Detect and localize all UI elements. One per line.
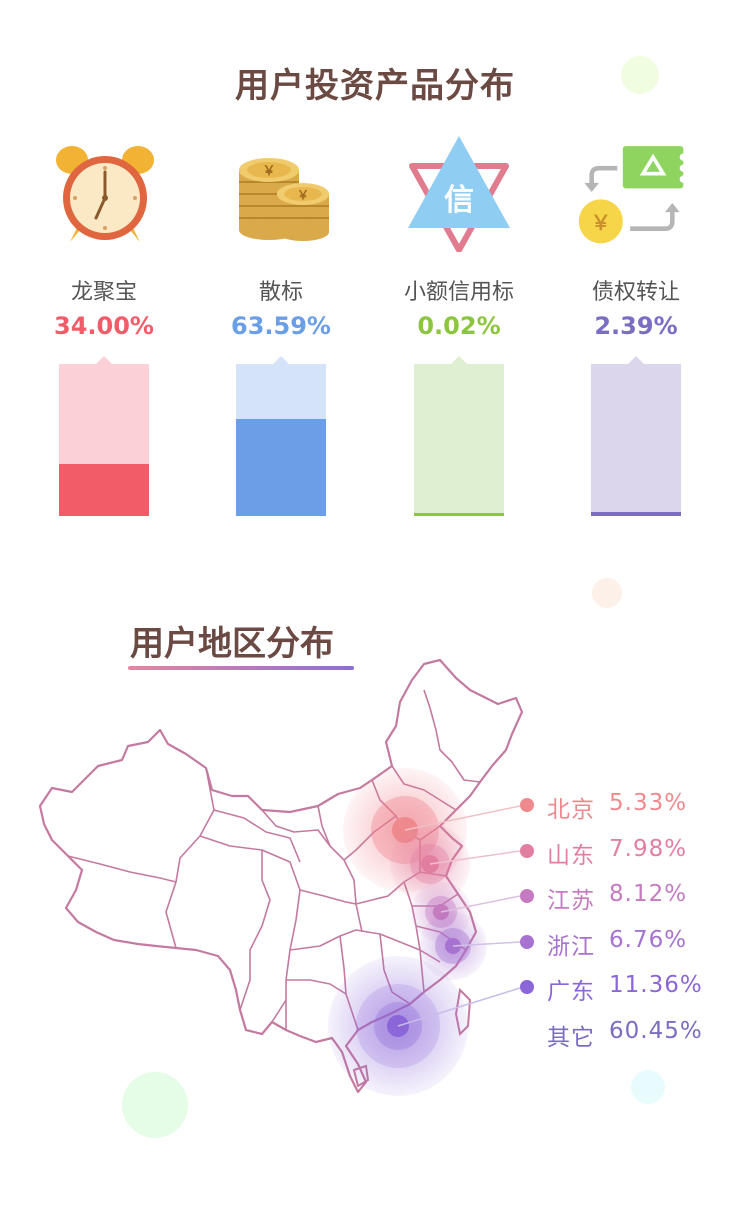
decor-dot — [592, 578, 622, 608]
legend-region-name: 山东 — [547, 843, 595, 869]
coin-symbol: ￥ — [297, 188, 309, 202]
legend-region-name: 广东 — [547, 979, 595, 1005]
alarm-clock-icon — [56, 146, 154, 242]
legend-region-value: 8.12% — [609, 881, 688, 907]
section-title-products: 用户投资产品分布 — [235, 66, 515, 106]
credit-symbol: 信 — [444, 183, 474, 218]
legend-dot — [520, 889, 534, 903]
bar-track — [591, 356, 681, 516]
section-title-regions: 用户地区分布 — [130, 624, 334, 664]
category-label: 龙聚宝 — [70, 280, 137, 305]
title-underline — [128, 666, 354, 670]
coin-symbol: ￥ — [262, 164, 275, 179]
legend-region-name: 浙江 — [547, 934, 595, 960]
value-label: 63.59% — [231, 312, 331, 340]
decor-dot — [631, 1070, 665, 1104]
legend-region-name: 其它 — [547, 1025, 595, 1051]
category-label: 小额信用标 — [403, 280, 514, 305]
decor-dot — [122, 1072, 188, 1138]
transfer-symbol: ￥ — [591, 211, 611, 235]
bar-notch — [96, 356, 112, 364]
legend-region-name: 江苏 — [547, 888, 595, 914]
legend-dot — [520, 935, 534, 949]
bar-track — [236, 356, 326, 516]
bar — [236, 419, 326, 516]
legend-dot — [520, 798, 534, 812]
value-label: 34.00% — [54, 312, 154, 340]
debt-transfer-icon: ￥ — [578, 146, 687, 244]
credit-triangle-icon: 信 — [408, 136, 510, 252]
legend-region-value: 11.36% — [609, 972, 703, 998]
bar — [414, 513, 504, 516]
bar — [591, 512, 681, 516]
value-label: 0.02% — [417, 312, 501, 340]
legend-region-value: 60.45% — [609, 1018, 703, 1044]
bar-notch — [451, 356, 467, 364]
coin-stack-icon: ￥ ￥ — [239, 158, 329, 241]
category-label: 散标 — [258, 280, 303, 305]
bar-notch — [273, 356, 289, 364]
bar-notch — [628, 356, 644, 364]
value-label: 2.39% — [594, 312, 678, 340]
bar — [59, 464, 149, 516]
bar-track — [414, 356, 504, 516]
legend-region-value: 7.98% — [609, 836, 688, 862]
legend-dot — [520, 844, 534, 858]
legend-region-name: 北京 — [547, 797, 595, 823]
legend-dot — [520, 980, 534, 994]
bar-track — [59, 356, 149, 516]
decor-dot — [621, 56, 659, 94]
category-label: 债权转让 — [591, 280, 680, 305]
legend-region-value: 6.76% — [609, 927, 688, 953]
china-map — [38, 658, 524, 1096]
legend-region-value: 5.33% — [609, 790, 688, 816]
leader-lines — [397, 805, 521, 1027]
